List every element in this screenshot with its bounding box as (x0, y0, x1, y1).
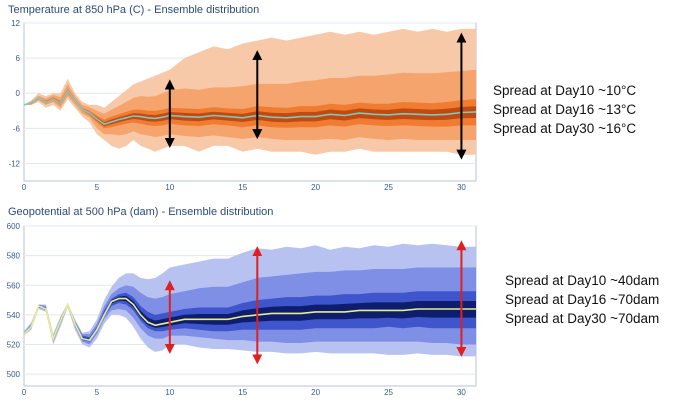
geo-y-tick-label: 600 (7, 222, 21, 231)
geopotential-spread-notes: Spread at Day10 ~40dam Spread at Day16 ~… (505, 271, 659, 328)
temp-x-tick-label: 30 (457, 183, 466, 192)
temp-median-line (23, 89, 477, 126)
geo-x-tick-label: 25 (384, 388, 393, 397)
geo-x-tick-label: 5 (95, 388, 100, 397)
geo-x-tick-label: 30 (457, 388, 466, 397)
temp-y-tick-label: -12 (8, 159, 20, 168)
temp-y-tick-label: 6 (16, 54, 21, 63)
geopotential-spread-day30: Spread at Day30 ~70dam (505, 311, 660, 326)
temperature-chart: 0 5 10 15 20 25 30 12 6 0 -6 -12 (8, 19, 477, 192)
temp-x-tick-label: 10 (165, 183, 174, 192)
temp-y-tick-label: 0 (16, 89, 21, 98)
temp-y-tick-label: -6 (13, 124, 21, 133)
geopotential-spread-day10: Spread at Day10 ~40dam (505, 273, 660, 288)
geo-y-tick-label: 520 (7, 341, 21, 350)
temp-x-tick-label: 5 (95, 183, 100, 192)
geo-band-core (24, 295, 476, 341)
temperature-spread-day16: Spread at Day16 ~13°C (493, 102, 637, 117)
geo-x-tick-label: 15 (238, 388, 247, 397)
temperature-chart-title: Temperature at 850 hPa (C) - Ensemble di… (8, 4, 260, 16)
temp-x-tick-label: 20 (311, 183, 320, 192)
temperature-spread-notes: Spread at Day10 ~10°C Spread at Day16 ~1… (493, 81, 636, 138)
temp-x-tick-label: 25 (384, 183, 393, 192)
geopotential-spread-day16: Spread at Day16 ~70dam (505, 292, 660, 307)
geo-median-line (23, 297, 476, 342)
temperature-spread-day30: Spread at Day30 ~16°C (493, 121, 637, 136)
geopotential-chart-title: Geopotential at 500 hPa (dam) - Ensemble… (8, 206, 274, 218)
geo-x-tick-label: 10 (165, 388, 174, 397)
temp-y-tick-label: 12 (11, 19, 20, 28)
geo-x-tick-label: 20 (311, 388, 320, 397)
temp-x-tick-label: 15 (238, 183, 247, 192)
geo-x-tick-label: 0 (22, 388, 27, 397)
temperature-spread-day10: Spread at Day10 ~10°C (493, 83, 637, 98)
geo-y-tick-label: 540 (7, 311, 21, 320)
geo-y-tick-label: 580 (7, 252, 21, 261)
temp-x-tick-label: 0 (22, 183, 27, 192)
geo-y-tick-label: 500 (7, 370, 21, 379)
geo-y-tick-label: 560 (7, 281, 21, 290)
